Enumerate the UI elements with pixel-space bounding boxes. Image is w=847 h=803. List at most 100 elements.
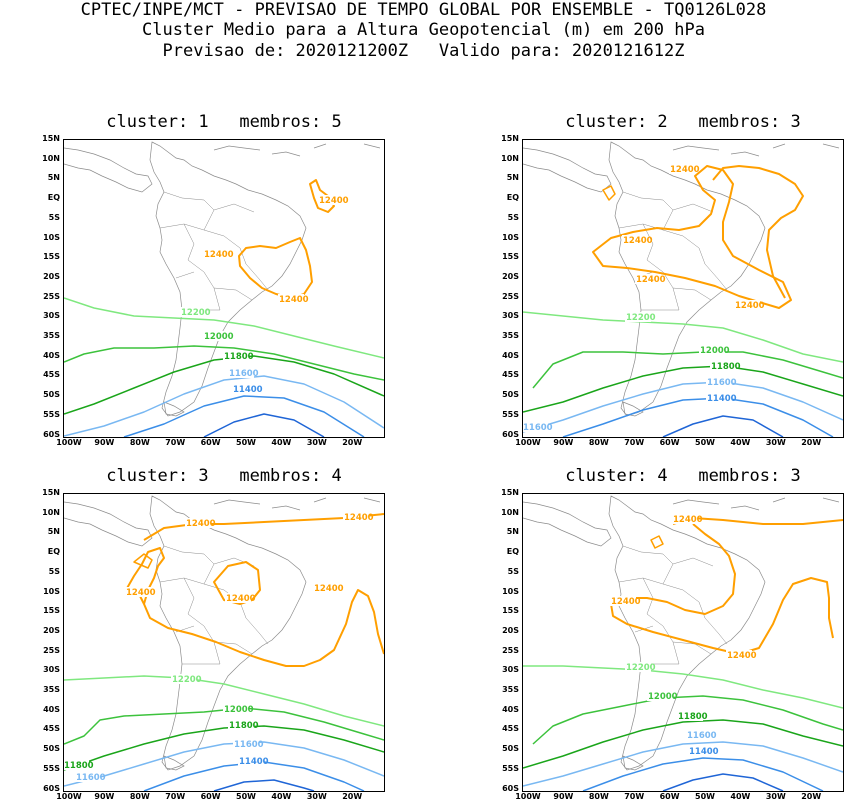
contour-label: 11600 [234,740,264,750]
header-title: CPTEC/INPE/MCT - PREVISAO DE TEMPO GLOBA… [80,0,767,20]
contour-label-bg [232,384,258,394]
contour-label-bg [233,739,259,749]
contour-label: 12400 [204,250,234,260]
lat-tick-label: 25S [502,645,519,655]
lon-tick-label: 20W [342,438,363,447]
contour-label: 12400 [611,597,641,607]
contour-label-bg [75,772,101,782]
contour-label-bg [185,518,211,528]
lon-tick-label: 90W [553,438,574,447]
lat-tick-label: 15S [502,606,519,616]
lon-tick-label: 100W [56,792,82,801]
contour-label-bg [203,331,229,341]
contour-label: 12400 [186,519,216,529]
lat-tick-label: EQ [47,193,60,203]
contour-label: 11800 [229,721,259,731]
lat-tick-label: 10N [42,507,60,517]
lon-tick-label: 30W [765,792,786,801]
contour-label-bg [223,704,249,714]
contour-label-bg [171,674,197,684]
panel-4-title: cluster: 4 membros: 3 [565,466,801,486]
lon-tick-label: 60W [200,792,221,801]
tierra-del-fuego [622,401,644,417]
contour-line [64,707,384,745]
lon-tick-label: 80W [129,438,150,447]
lat-tick-label: 5N [47,173,60,183]
lat-tick-label: EQ [506,547,519,557]
contour-line [523,719,843,769]
lon-tick-label: 30W [765,438,786,447]
contour-label-bg [228,368,254,378]
contour-line [64,355,384,415]
lat-tick-label: 5S [507,212,519,222]
lon-tick-label: 80W [588,438,609,447]
contour-label: 11800 [64,761,94,771]
contour-label: 12400 [226,594,256,604]
tierra-del-fuego [622,755,644,771]
lon-tick-label: 60W [200,438,221,447]
lat-tick-label: 15N [42,488,60,497]
contour-label: 12400 [623,236,653,246]
contour-label-bg [228,720,254,730]
contour-label-bg [688,746,714,756]
contour-label-bg [343,512,369,522]
contour-label: 12200 [626,313,656,323]
lon-tick-label: 80W [129,792,150,801]
lat-tick-label: 10N [501,507,519,517]
contour-label: 11600 [76,773,106,783]
lon-tick-label: 50W [695,792,715,801]
central-america-coastline [64,147,153,193]
contour-label-bg [706,393,732,403]
contour-label-bg [523,422,548,432]
lat-tick-label: 15S [43,606,60,616]
lon-tick-label: 100W [515,792,541,801]
lat-tick-label: 60S [43,783,60,793]
contour-label-bg [278,294,304,304]
lat-tick-label: 10S [502,232,519,242]
contour-line [610,523,834,655]
lon-tick-label: 20W [801,438,822,447]
contour-label-bg [318,195,344,205]
contour-line [532,695,843,745]
lat-tick-label: 5N [47,527,60,537]
contour-line [133,553,153,569]
tierra-del-fuego [163,401,185,417]
contour-line [662,773,784,791]
south-america-coastline [608,141,766,417]
lon-tick-label: 60W [659,792,680,801]
panel-3-title: cluster: 3 membros: 4 [106,466,342,486]
lat-tick-label: 55S [502,763,519,773]
caribbean-islands [213,143,381,157]
central-america-coastline [523,501,612,547]
contour-label-bg [734,300,760,310]
lat-tick-label: 30S [502,665,519,675]
panel-2-title: cluster: 2 membros: 3 [565,112,801,132]
lon-tick-label: 100W [515,438,541,447]
lat-tick-label: 20S [502,625,519,635]
contour-line [712,165,804,299]
lat-tick-label: 50S [502,390,519,400]
contour-label-bg [622,235,648,245]
contour-label: 12200 [172,675,202,685]
lat-tick-label: 35S [502,685,519,694]
panel-1-title: cluster: 1 membros: 5 [106,112,342,132]
contour-label: 12000 [224,705,254,715]
lon-tick-label: 90W [553,792,574,801]
lon-tick-label: 90W [94,792,115,801]
lat-tick-label: 20S [43,625,60,635]
south-america-coastline [149,495,307,771]
contour-label-bg [238,756,264,766]
lat-tick-label: 5S [48,212,60,222]
contour-label-bg [625,312,651,322]
contour-label-bg [125,587,151,597]
contour-label-bg [225,593,251,603]
central-america-coastline [523,147,612,193]
lon-tick-label: 70W [624,438,645,447]
lat-tick-label: 40S [43,704,60,714]
map-canvas: 12400 12400 12400 12400 12400 12200 12000 11800… [64,495,384,791]
lat-tick-label: 25S [43,645,60,655]
contour-label-bg [672,514,698,524]
lon-tick-label: 30W [306,438,327,447]
contour-label-bg [64,760,89,770]
contour-label: 11600 [687,731,717,741]
